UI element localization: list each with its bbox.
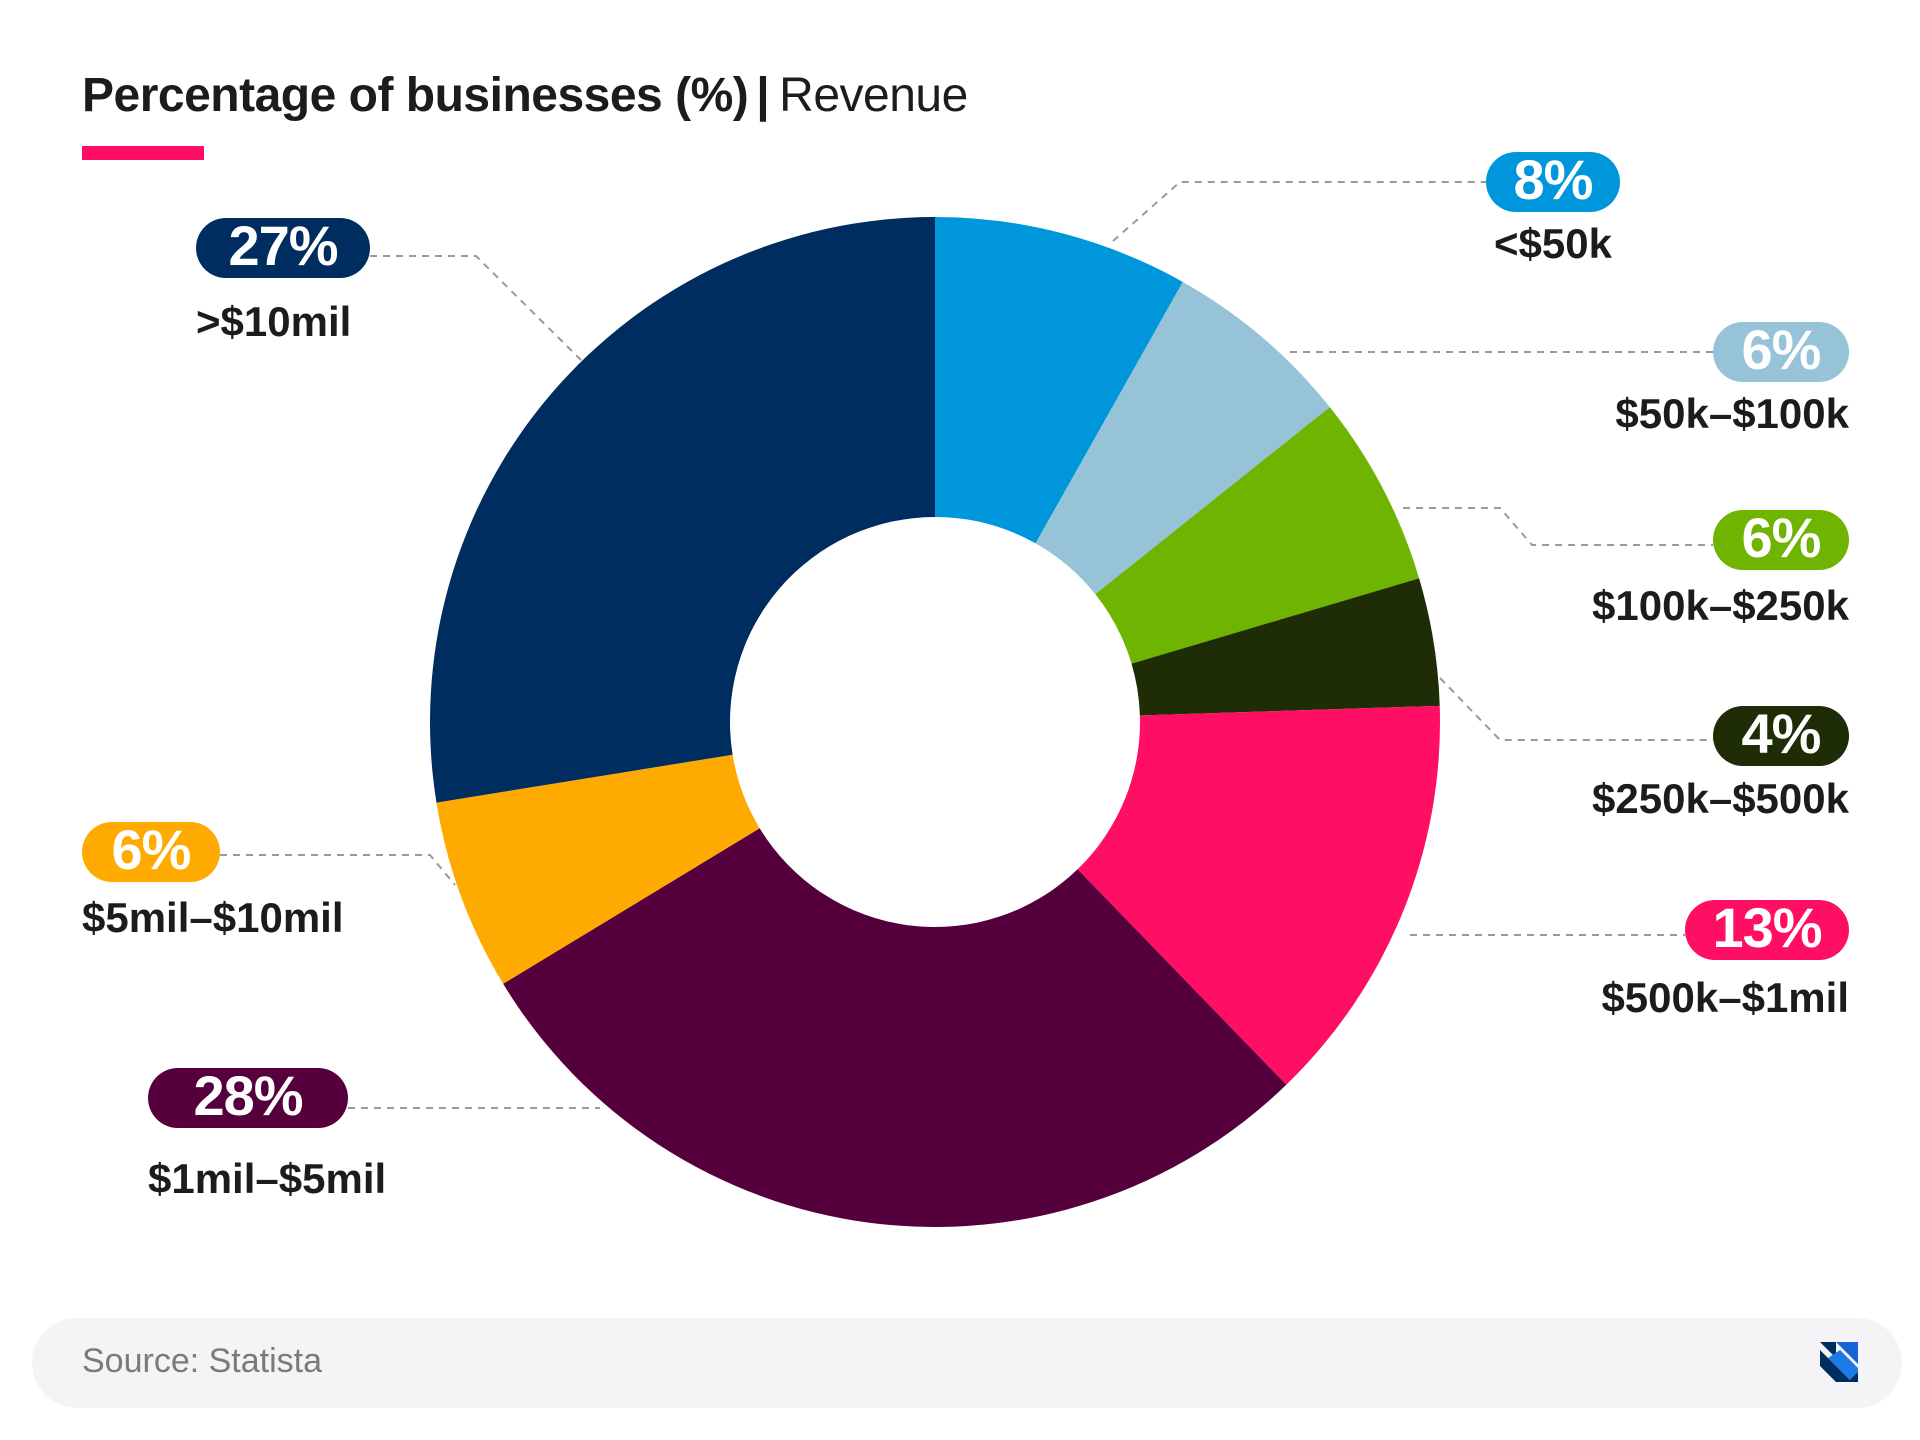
donut-slice-5mil-10mil (436, 754, 760, 984)
value-pill-100k-250k (1713, 510, 1849, 570)
source-text: Source: Statista (82, 1342, 323, 1380)
value-pill-500k-1mil (1685, 900, 1849, 960)
leader-line-250k-500k (1439, 677, 1713, 741)
footer-bar: Source: Statista (32, 1318, 1902, 1408)
leader-line-5mil-10mil (220, 854, 456, 886)
donut-slice-250k-500k (1131, 578, 1440, 716)
value-label-1mil-5mil: 28% (193, 1064, 302, 1127)
value-label-250k-500k: 4% (1742, 702, 1821, 765)
category-label-10mil: >$10mil (196, 298, 351, 345)
value-pill-5mil-10mil (82, 822, 220, 882)
value-label-500k-1mil: 13% (1712, 896, 1821, 959)
donut-slice-1mil-5mil (503, 828, 1287, 1228)
category-label-100k-250k: $100k–$250k (1592, 582, 1850, 629)
donut-slice-50k-100k (1035, 281, 1330, 595)
title-accent-bar (82, 146, 204, 160)
category-label-50k-100k: $50k–$100k (1615, 390, 1849, 437)
value-label-50k: 8% (1514, 148, 1593, 211)
value-label-5mil-10mil: 6% (112, 818, 191, 881)
value-pill-50k (1486, 152, 1620, 212)
category-label-1mil-5mil: $1mil–$5mil (148, 1155, 386, 1202)
donut-slices (429, 217, 1440, 1228)
category-label-250k-500k: $250k–$500k (1592, 775, 1850, 822)
value-pill-250k-500k (1713, 706, 1849, 766)
donut-slice-10mil (429, 217, 935, 803)
donut-slice-50k (935, 217, 1183, 544)
donut-chart: 8% <$50k 6% $50k–$100k 6% $100k–$250k 4% $250k–… (82, 148, 1850, 1228)
value-label-50k-100k: 6% (1742, 318, 1821, 381)
value-label-10mil: 27% (228, 214, 337, 277)
value-pill-1mil-5mil (148, 1068, 348, 1128)
slice-labels: 8% <$50k 6% $50k–$100k 6% $100k–$250k 4% $250k–… (82, 148, 1850, 1202)
chart-title-separator: | (756, 69, 770, 122)
value-pill-50k-100k (1713, 322, 1849, 382)
leader-line-100k-250k (1403, 507, 1713, 546)
value-pill-10mil (196, 218, 370, 278)
category-label-5mil-10mil: $5mil–$10mil (82, 894, 344, 941)
leader-line-10mil (370, 255, 584, 363)
donut-slice-500k-1mil (1077, 705, 1440, 1085)
leader-lines (220, 181, 1713, 1109)
category-label-500k-1mil: $500k–$1mil (1601, 974, 1849, 1021)
chart-title: Percentage of businesses (%) | Revenue (82, 68, 968, 123)
leader-line-50k (1112, 181, 1486, 242)
donut-slice-100k-250k (1095, 407, 1420, 664)
chart-title-sub: Revenue (779, 69, 968, 122)
chart-title-main: Percentage of businesses (%) (82, 69, 749, 122)
category-label-50k: <$50k (1494, 220, 1613, 267)
brand-logo-icon (1820, 1342, 1858, 1382)
value-label-100k-250k: 6% (1742, 506, 1821, 569)
